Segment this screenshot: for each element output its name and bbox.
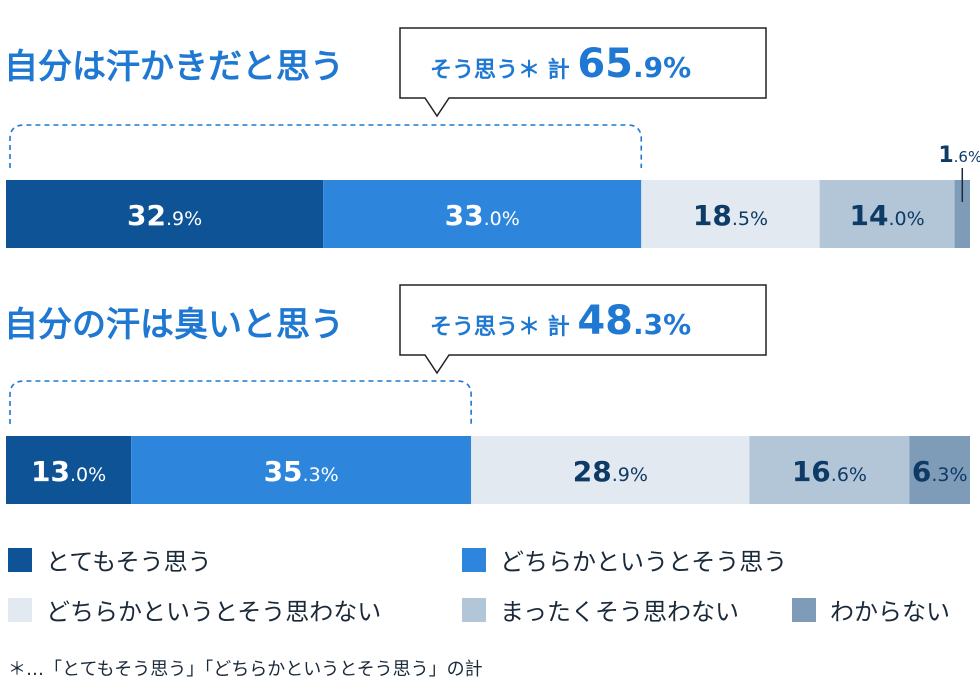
data-label: 16.6% — [792, 455, 867, 488]
bar-segment — [749, 436, 910, 504]
data-label: 6.3% — [912, 455, 968, 488]
agree-bracket — [9, 380, 472, 424]
agree-bracket — [9, 124, 643, 168]
bar-segment — [6, 436, 132, 504]
data-label: 13.0% — [31, 455, 106, 488]
callout-box — [399, 27, 767, 118]
callout-box — [399, 284, 767, 375]
bar-segment — [323, 180, 642, 248]
bar-segment — [131, 436, 472, 504]
bar-segment — [471, 436, 750, 504]
data-label: 33.0% — [445, 199, 520, 232]
chart-title: 自分は汗かきだと思う — [4, 47, 344, 87]
data-label: 14.0% — [850, 199, 925, 232]
chart-1: 自分は汗かきだと思う そう思う＊ 計 65.9% 32.9% 33.0% 18.5% 14… — [4, 27, 980, 248]
callout-text: そう思う＊ 計 48.3% — [430, 298, 691, 344]
bar-segment — [954, 180, 970, 248]
callout-text: そう思う＊ 計 65.9% — [430, 41, 691, 87]
data-label: 32.9% — [127, 199, 202, 232]
data-label: 18.5% — [693, 199, 768, 232]
bar-segment — [819, 180, 955, 248]
data-label: 28.9% — [573, 455, 648, 488]
chart-title: 自分の汗は臭いと思う — [4, 305, 344, 345]
data-label: 35.3% — [264, 455, 339, 488]
chart-2: 自分の汗は臭いと思う そう思う＊ 計 48.3% 13.0% 35.3% 28.9% 16… — [4, 284, 970, 504]
footnote: ＊…「とてもそう思う」「どちらかというとそう思う」の計 — [8, 659, 483, 680]
stacked-bar-charts: 自分は汗かきだと思う そう思う＊ 計 65.9% 32.9% 33.0% 18.5% 14… — [4, 27, 980, 504]
bar-segment — [909, 436, 970, 504]
bar-segment — [6, 180, 324, 248]
bar-segment — [641, 180, 820, 248]
data-label: 1.6% — [938, 143, 980, 168]
